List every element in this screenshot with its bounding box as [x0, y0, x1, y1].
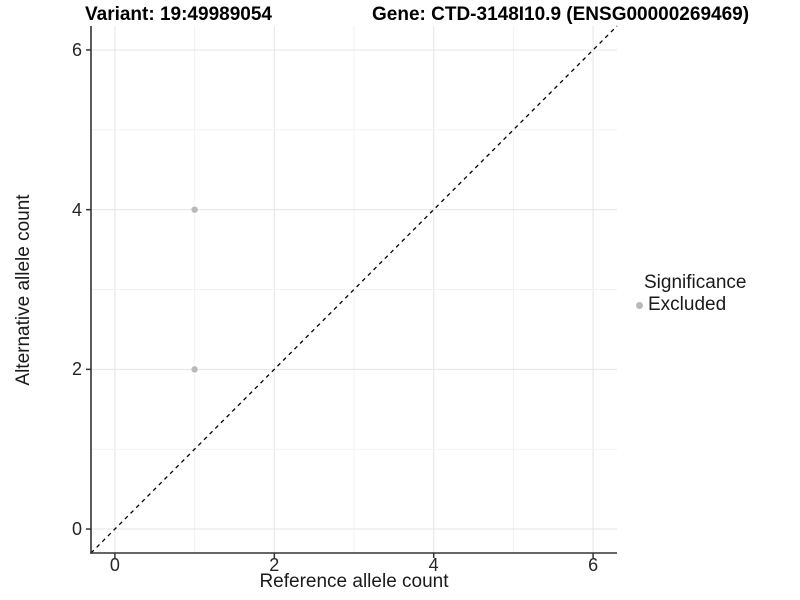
y-tick-label: 2	[71, 359, 82, 380]
y-tick-label: 0	[71, 519, 82, 540]
x-tick-label: 2	[269, 555, 280, 575]
legend: Significance Excluded	[630, 271, 746, 316]
legend-title: Significance	[644, 272, 747, 293]
legend-key-box	[630, 296, 648, 314]
y-axis-title: Alternative allele count	[13, 194, 34, 386]
plot-title-variant: Variant: 19:49989054	[85, 4, 272, 25]
data-point	[191, 366, 198, 373]
y-tick-label: 4	[71, 199, 82, 220]
x-axis-title: Reference allele count	[259, 571, 449, 592]
y-tick-label: 6	[71, 39, 82, 60]
legend-item-label: Excluded	[648, 294, 727, 315]
plot-title-gene: Gene: CTD-3148I10.9 (ENSG00000269469)	[372, 4, 750, 25]
x-tick-label: 6	[588, 555, 599, 575]
legend-item-excluded: Excluded	[630, 294, 746, 316]
data-point	[191, 206, 198, 213]
x-tick-label: 0	[109, 555, 120, 575]
legend-point-icon	[635, 301, 643, 309]
x-tick-label: 4	[428, 555, 439, 575]
